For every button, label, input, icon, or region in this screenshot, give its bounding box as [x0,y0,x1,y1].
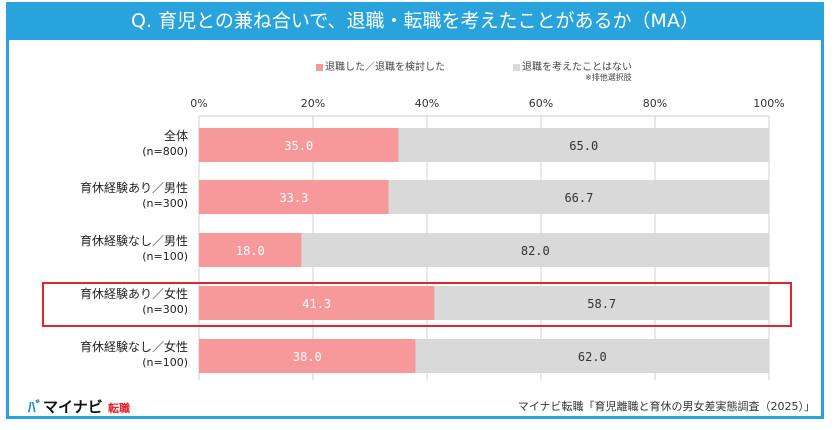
bar-1 [199,339,416,373]
bar-2 [434,286,769,320]
chart-title: Q. 育児との兼ね合いで、退職・転職を考えたことがあるか（MA） [6,2,824,40]
tick-label: 60% [528,97,554,110]
category-n: (n=100) [142,250,188,263]
category-label: 育休経験あり／女性 (n=300) [40,287,188,317]
category-name: 育休経験あり／男性 [79,181,188,195]
data-label: 41.3 [302,297,331,311]
bar-1 [199,286,435,320]
tick-label: 100% [753,97,785,110]
category-label: 育休経験なし／女性 (n=100) [40,340,188,370]
legend-swatch [513,63,520,71]
category-label: 育休経験なし／男性 (n=100) [40,234,188,264]
data-label: 38.0 [293,350,322,364]
category-label: 全体 (n=800) [40,129,188,159]
legend-item-2: 退職を考えたことはない [513,58,632,73]
data-label: 33.3 [279,191,308,205]
category-n: (n=300) [142,197,188,210]
bar-2 [301,233,769,267]
data-label: 58.7 [587,297,616,311]
data-label: 35.0 [284,139,313,153]
bar-1 [199,233,302,267]
logo-brand: マイナビ [43,398,103,416]
category-n: (n=800) [142,145,188,158]
bar-1 [199,180,389,214]
source-note: マイナビ転職「育児離職と育休の男女差実態調査（2025）」 [517,400,815,413]
bar-2 [388,180,769,214]
highlight-box [42,282,792,327]
data-label: 82.0 [521,244,550,258]
tick-label: 80% [642,97,668,110]
legend-item-1: 退職した／退職を検討した [316,58,445,73]
bar-1 [199,128,399,162]
legend-label: 退職した／退職を検討した [325,62,445,73]
legend-swatch [316,63,323,71]
data-label: 65.0 [569,139,598,153]
tick-label: 40% [414,97,440,110]
category-name: 育休経験なし／女性 [79,340,188,354]
tick-label: 0% [190,97,208,110]
category-label: 育休経験あり／男性 (n=300) [40,181,188,211]
data-label: 62.0 [578,350,607,364]
logo: ﾊﾞマイナビ 転職 [28,398,130,416]
category-name: 育休経験なし／男性 [79,234,188,248]
tick-label: 20% [300,97,326,110]
logo-sub: 転職 [107,402,130,415]
bar-2 [415,339,769,373]
category-name: 全体 [163,129,188,143]
category-n: (n=300) [142,303,188,316]
legend-label: 退職を考えたことはない [522,62,632,73]
bar-2 [398,128,769,162]
category-name: 育休経験あり／女性 [79,287,188,301]
note: ※排他選択肢 [585,73,632,82]
category-n: (n=100) [142,356,188,369]
data-label: 66.7 [564,191,593,205]
data-label: 18.0 [236,244,265,258]
